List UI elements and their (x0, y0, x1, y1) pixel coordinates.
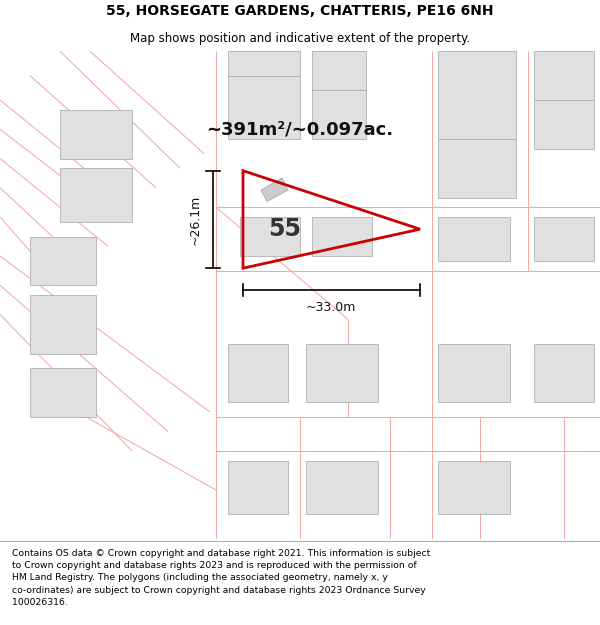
Polygon shape (60, 168, 132, 222)
Polygon shape (30, 368, 96, 417)
Polygon shape (312, 51, 366, 90)
Polygon shape (228, 51, 300, 76)
Polygon shape (438, 461, 510, 514)
Polygon shape (438, 51, 516, 139)
Polygon shape (240, 217, 300, 256)
Text: 55, HORSEGATE GARDENS, CHATTERIS, PE16 6NH: 55, HORSEGATE GARDENS, CHATTERIS, PE16 6… (106, 4, 494, 18)
Polygon shape (30, 236, 96, 285)
Polygon shape (30, 295, 96, 354)
Polygon shape (534, 344, 594, 402)
Polygon shape (534, 217, 594, 261)
Polygon shape (312, 217, 372, 256)
Polygon shape (312, 90, 366, 139)
Text: Map shows position and indicative extent of the property.: Map shows position and indicative extent… (130, 32, 470, 45)
Polygon shape (438, 139, 516, 198)
Polygon shape (228, 344, 288, 402)
Text: 55: 55 (269, 217, 302, 241)
Polygon shape (228, 461, 288, 514)
Polygon shape (306, 461, 378, 514)
Text: ~33.0m: ~33.0m (306, 301, 356, 314)
Polygon shape (534, 100, 594, 149)
Polygon shape (438, 344, 510, 402)
Polygon shape (534, 51, 594, 100)
Polygon shape (306, 344, 378, 402)
Polygon shape (438, 217, 510, 261)
Polygon shape (261, 178, 288, 201)
Text: Contains OS data © Crown copyright and database right 2021. This information is : Contains OS data © Crown copyright and d… (12, 549, 430, 607)
Text: ~391m²/~0.097ac.: ~391m²/~0.097ac. (206, 120, 394, 138)
Polygon shape (60, 110, 132, 159)
Polygon shape (228, 76, 300, 139)
Text: ~26.1m: ~26.1m (188, 194, 202, 244)
